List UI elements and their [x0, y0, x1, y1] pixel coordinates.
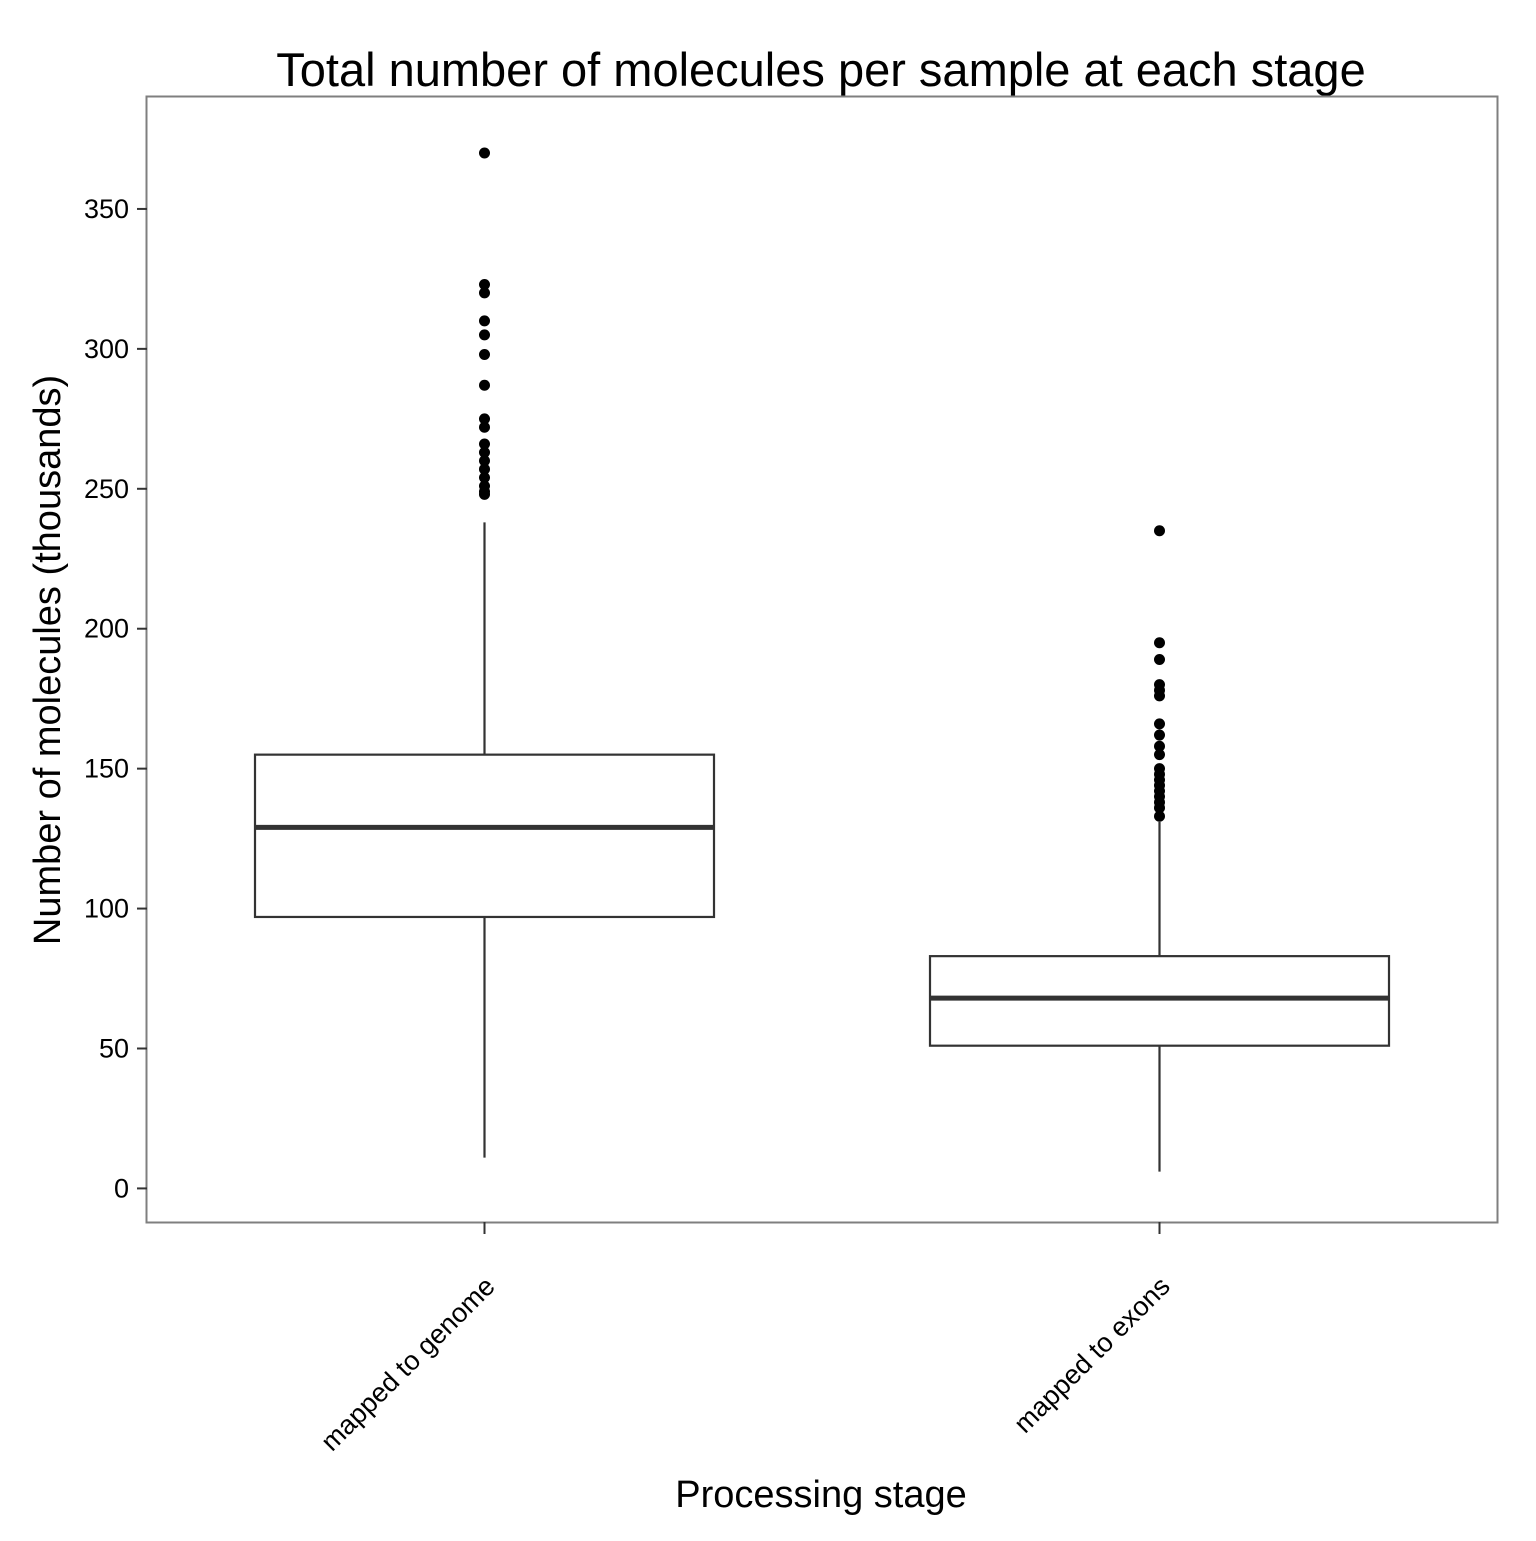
- outlier-point: [479, 329, 490, 341]
- outlier-point: [479, 472, 490, 484]
- outlier-point: [479, 421, 490, 433]
- y-tick-label: 200: [84, 614, 129, 644]
- box-iqr: [253, 753, 716, 919]
- outlier-point: [479, 279, 490, 290]
- outlier-point: [1154, 810, 1165, 822]
- outlier-point: [479, 315, 490, 327]
- box-group: [253, 147, 716, 1158]
- outlier-point: [1154, 654, 1165, 665]
- y-tick-label: 150: [84, 754, 129, 784]
- boxes: [253, 147, 1391, 1172]
- y-tick-label: 350: [84, 194, 129, 224]
- outlier-point: [1154, 740, 1165, 752]
- plot-panel-border: [145, 95, 1499, 1224]
- outlier-point: [479, 446, 490, 458]
- outlier-point: [1154, 802, 1165, 814]
- y-tick-label: 0: [114, 1173, 129, 1203]
- outlier-point: [479, 379, 490, 391]
- outlier-point: [1154, 749, 1165, 761]
- chart-title: Total number of molecules per sample at …: [276, 43, 1365, 96]
- outlier-point: [1154, 637, 1165, 649]
- outlier-point: [1154, 525, 1165, 537]
- outlier-point: [1154, 718, 1165, 730]
- y-tick-label: 300: [84, 334, 129, 364]
- outlier-point: [479, 455, 490, 467]
- outlier-point: [1154, 690, 1165, 702]
- outlier-point: [479, 287, 490, 299]
- outlier-point: [479, 413, 490, 425]
- outlier-point: [479, 488, 490, 500]
- outlier-point: [479, 348, 490, 360]
- outlier-point: [479, 438, 490, 450]
- outlier-point: [1154, 729, 1165, 741]
- box-group: [928, 525, 1391, 1172]
- outlier-point: [479, 147, 490, 159]
- y-tick-label: 250: [84, 474, 129, 504]
- outlier-point: [479, 463, 490, 475]
- y-tick-label: 100: [84, 894, 129, 924]
- box-iqr: [928, 955, 1391, 1047]
- y-axis-title: Number of molecules (thousands): [27, 375, 69, 945]
- y-tick-label: 50: [99, 1033, 129, 1063]
- y-axis: 0 50 100 150 200 250 300 350: [84, 194, 147, 1203]
- x-axis-title: Processing stage: [675, 1474, 967, 1516]
